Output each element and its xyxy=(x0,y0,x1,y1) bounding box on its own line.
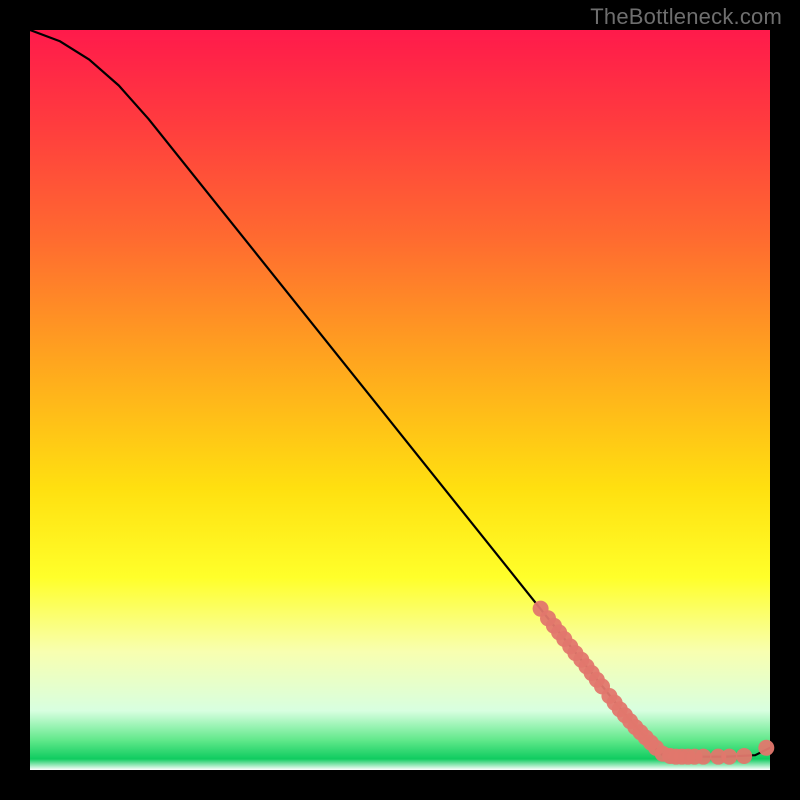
scatter-point xyxy=(695,749,711,765)
scatter-point xyxy=(736,748,752,764)
scatter-point xyxy=(721,749,737,765)
chart-background xyxy=(30,30,770,770)
scatter-point xyxy=(758,740,774,756)
bottleneck-chart xyxy=(0,0,800,800)
